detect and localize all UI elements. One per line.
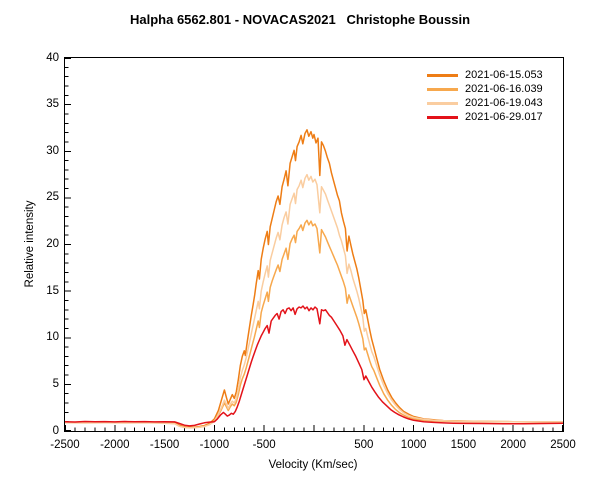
legend: 2021-06-15.053 2021-06-16.039 2021-06-19.0…: [427, 68, 543, 124]
y-tick-label: 40: [46, 51, 59, 64]
chart-title: Halpha 6562.801 - NOVACAS2021 Christophe…: [129, 12, 471, 27]
x-tick-label: 2000: [500, 439, 526, 451]
x-tick-label: 2500: [550, 439, 576, 451]
legend-swatch: [427, 87, 458, 91]
y-tick-label: 35: [46, 98, 59, 111]
plot-area: 2021-06-15.053 2021-06-16.039 2021-06-19.0…: [64, 57, 564, 432]
legend-label: 2021-06-29.017: [465, 111, 543, 123]
y-axis-label: Relative intensity: [24, 200, 36, 288]
y-tick-label: 30: [46, 144, 59, 157]
y-tick-label: 5: [52, 377, 59, 390]
x-tick-label: -2500: [50, 439, 80, 451]
x-tick-label: -1500: [149, 439, 180, 451]
legend-swatch: [427, 115, 458, 119]
x-tick-label: -1000: [199, 439, 230, 451]
series-line-1: [65, 219, 563, 429]
y-tick-label: 15: [46, 284, 59, 297]
legend-item: 2021-06-19.043: [427, 96, 543, 110]
x-tick-label: 1000: [400, 439, 427, 451]
y-tick-label: 25: [46, 191, 59, 204]
y-tick-label: 0: [52, 424, 59, 437]
x-tick-label: -500: [252, 439, 276, 451]
y-tick-label: 10: [46, 331, 59, 344]
x-tick-label: 500: [354, 439, 374, 451]
x-axis-label: Velocity (Km/sec): [268, 459, 358, 471]
legend-label: 2021-06-15.053: [465, 69, 543, 81]
x-tick-label: 1500: [450, 439, 477, 451]
series-line-2: [65, 173, 563, 429]
spectra-plot: [65, 58, 563, 431]
x-tick-label: -2000: [100, 439, 130, 451]
series-line-0: [65, 129, 563, 429]
legend-swatch: [427, 73, 458, 77]
legend-label: 2021-06-19.043: [465, 97, 543, 109]
legend-item: 2021-06-15.053: [427, 68, 543, 82]
legend-swatch: [427, 101, 458, 105]
series-line-3: [65, 305, 563, 427]
legend-label: 2021-06-16.039: [465, 83, 543, 95]
legend-item: 2021-06-29.017: [427, 110, 543, 124]
y-tick-label: 20: [46, 238, 59, 250]
legend-item: 2021-06-16.039: [427, 82, 543, 96]
